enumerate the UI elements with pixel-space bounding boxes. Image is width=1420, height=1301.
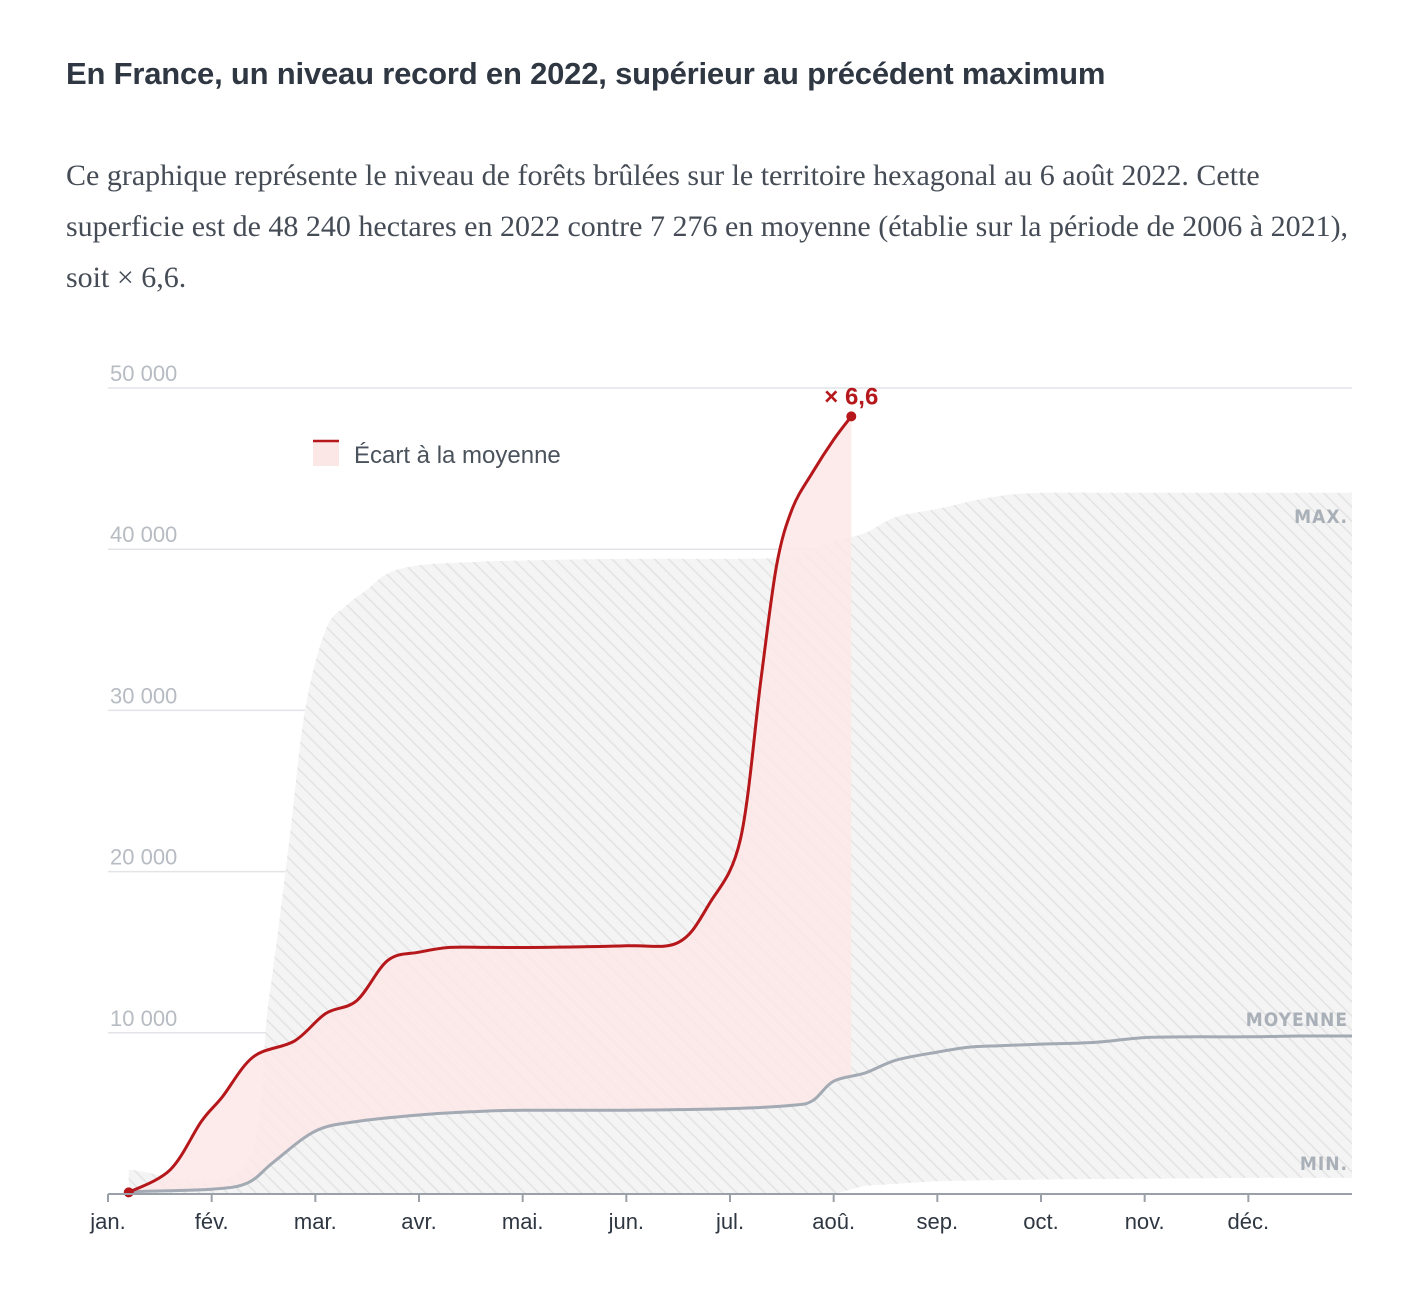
y-tick-label: 30 000 <box>110 683 177 708</box>
max-label: MAX. <box>1294 506 1348 528</box>
x-tick-label: avr. <box>401 1209 436 1234</box>
y-tick-label: 20 000 <box>110 845 177 870</box>
y-tick-label: 40 000 <box>110 522 177 547</box>
average-label: MOYENNE <box>1246 1009 1348 1031</box>
series-2022-end-point <box>846 411 857 422</box>
chart-subtitle: Ce graphique représente le niveau de for… <box>66 159 1349 294</box>
series-2022-line <box>127 415 853 1194</box>
min-label: MIN. <box>1300 1153 1348 1175</box>
x-tick-label: jan. <box>89 1209 125 1234</box>
axes <box>107 1193 1352 1202</box>
x-tick-label: nov. <box>1125 1209 1165 1234</box>
series-2022-start-point <box>123 1187 134 1198</box>
x-tick-label: fév. <box>195 1209 229 1234</box>
legend: Écart à la moyenne <box>313 439 561 469</box>
x-tick-label: aoû. <box>812 1209 855 1234</box>
ratio-annotation: × 6,6 <box>824 383 878 410</box>
x-tick-label: oct. <box>1023 1209 1058 1234</box>
y-tick-label: 10 000 <box>110 1006 177 1031</box>
chart-title: En France, un niveau record en 2022, sup… <box>66 56 1106 91</box>
labels: 10 000 20 000 30 000 40 000 50 000 × 6,6 MAX. M… <box>89 361 1348 1234</box>
x-tick-label: jun. <box>608 1209 644 1234</box>
x-tick-label: sep. <box>917 1209 959 1234</box>
y-tick-label: 50 000 <box>110 361 177 386</box>
x-tick-label: jul. <box>715 1209 744 1234</box>
legend-swatch <box>313 440 339 466</box>
x-tick-label: déc. <box>1228 1209 1270 1234</box>
gap-to-average-area <box>128 416 852 1193</box>
gap-area <box>128 416 852 1193</box>
average-line <box>128 1034 1353 1194</box>
legend-label: Écart à la moyenne <box>354 442 561 469</box>
x-tick-label: mai. <box>502 1209 544 1234</box>
x-tick-label: mar. <box>294 1209 337 1234</box>
burned-forest-chart: 10 000 20 000 30 000 40 000 50 000 × 6,6 MAX. M… <box>89 361 1353 1234</box>
